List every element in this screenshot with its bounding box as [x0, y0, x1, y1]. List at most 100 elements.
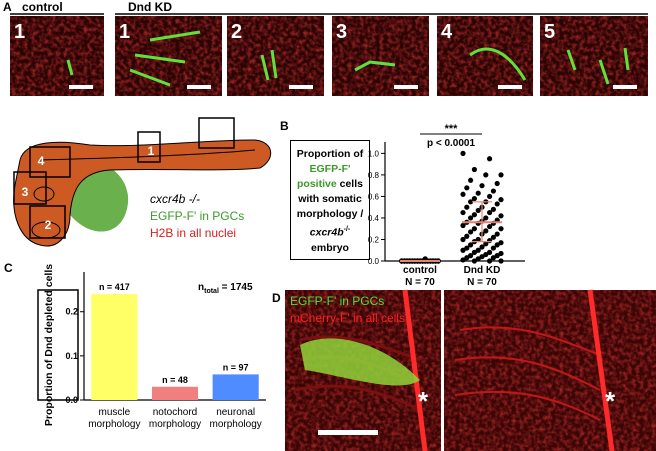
n-label: N = 70 [405, 277, 435, 288]
n-total: n [198, 282, 204, 293]
value-label: n = 97 [223, 362, 249, 372]
micrograph-texture [10, 16, 104, 96]
dot [460, 150, 466, 156]
dot [460, 257, 466, 263]
dot [468, 215, 474, 221]
dot [487, 209, 493, 216]
x-tick-label: control [403, 265, 437, 276]
dot [468, 229, 474, 235]
channel-label: mCherry-F' in all cells [290, 311, 405, 325]
dot [464, 255, 470, 261]
dot [471, 258, 477, 264]
dot [483, 251, 489, 258]
dot [490, 234, 496, 240]
y-tick-label: 0.6 [368, 192, 380, 201]
dot [468, 177, 474, 183]
y-tick-label: 0.0 [65, 395, 78, 405]
y-label: positive [297, 178, 337, 190]
embryo-diagram [13, 117, 272, 247]
dot [490, 255, 496, 261]
y-label: cxcr4b [309, 226, 344, 239]
dot [460, 247, 466, 253]
n-total: = 1745 [219, 282, 253, 293]
dot [479, 244, 485, 250]
y-tick-label: 0.4 [368, 214, 380, 223]
micrograph-texture [437, 16, 533, 96]
micrograph-texture [540, 16, 648, 96]
dot [460, 209, 466, 216]
bar-chart: 0.0 0.1 0.2 n = 417 n = 48 n = 97 [65, 272, 266, 405]
scale-bar [289, 85, 313, 89]
image-label: 4 [441, 21, 453, 43]
dot [464, 185, 470, 191]
dot [483, 215, 489, 221]
image-label: 2 [231, 21, 242, 43]
micrograph-texture [227, 16, 324, 96]
y-label: embryo [311, 241, 349, 254]
scale-bar [498, 85, 522, 89]
region-label: 5 [213, 126, 220, 140]
dot [490, 188, 496, 194]
dot [475, 207, 481, 214]
dot [460, 222, 466, 229]
region-label: 2 [45, 218, 52, 232]
pgc [260, 49, 278, 81]
genotype-label: cxcr4b -/- [150, 192, 200, 206]
image-label: 1 [119, 21, 130, 43]
y-label: Proportion of [296, 148, 364, 160]
dot [494, 201, 500, 207]
y-tick-label: 0.1 [65, 351, 78, 361]
dot [490, 245, 496, 251]
x-tick-label: Dnd KD [464, 265, 501, 276]
dot [483, 228, 489, 234]
dot [483, 241, 489, 247]
dot [471, 226, 477, 232]
bar [91, 294, 138, 400]
dot [498, 172, 504, 178]
x-tick-label: neuronal morphology [209, 407, 262, 430]
group-label: Dnd KD [128, 0, 172, 14]
dot [468, 253, 474, 259]
dot [498, 197, 504, 203]
dot [494, 231, 500, 237]
dot [471, 249, 477, 255]
y-label-box: Proportion of EGFP-F' positive cells wit… [290, 140, 370, 260]
dot [494, 180, 500, 187]
dot [494, 253, 500, 259]
dot [479, 254, 485, 260]
dot [475, 256, 481, 262]
y-label: Proportion of Dnd depleted cells [43, 264, 55, 426]
y-tick-label: 0.8 [368, 171, 380, 180]
marker: * [418, 386, 429, 416]
pgc [354, 60, 396, 72]
dot [479, 183, 485, 189]
scale-bar [187, 85, 211, 89]
dot [487, 258, 493, 264]
region-label: 4 [38, 154, 45, 168]
image-label: 1 [14, 21, 25, 43]
dot [475, 190, 481, 196]
panel-letter: A [3, 0, 12, 14]
channel-label: EGFP-F' in PGCs [290, 294, 384, 308]
dot [475, 247, 481, 253]
legend-label: H2B in all nuclei [150, 226, 236, 240]
pgc [469, 47, 527, 81]
y-label: -/- [343, 226, 351, 233]
panel-letter: C [4, 261, 13, 275]
dot [483, 172, 489, 178]
dot [468, 242, 474, 248]
dot [487, 156, 493, 162]
micrograph [285, 289, 656, 451]
dot [471, 166, 477, 173]
dot [471, 212, 477, 218]
y-label: EGFP-F' [309, 163, 351, 175]
value-label: n = 417 [99, 282, 130, 292]
y-tick-label: 0.2 [368, 235, 380, 244]
dot [490, 206, 496, 212]
dot [464, 245, 470, 251]
scatter-chart: 0.00.20.40.60.81.0***p < 0.0001controlN … [368, 123, 525, 288]
n-total: total [204, 288, 219, 295]
dot [464, 204, 470, 210]
pgc [566, 47, 630, 85]
